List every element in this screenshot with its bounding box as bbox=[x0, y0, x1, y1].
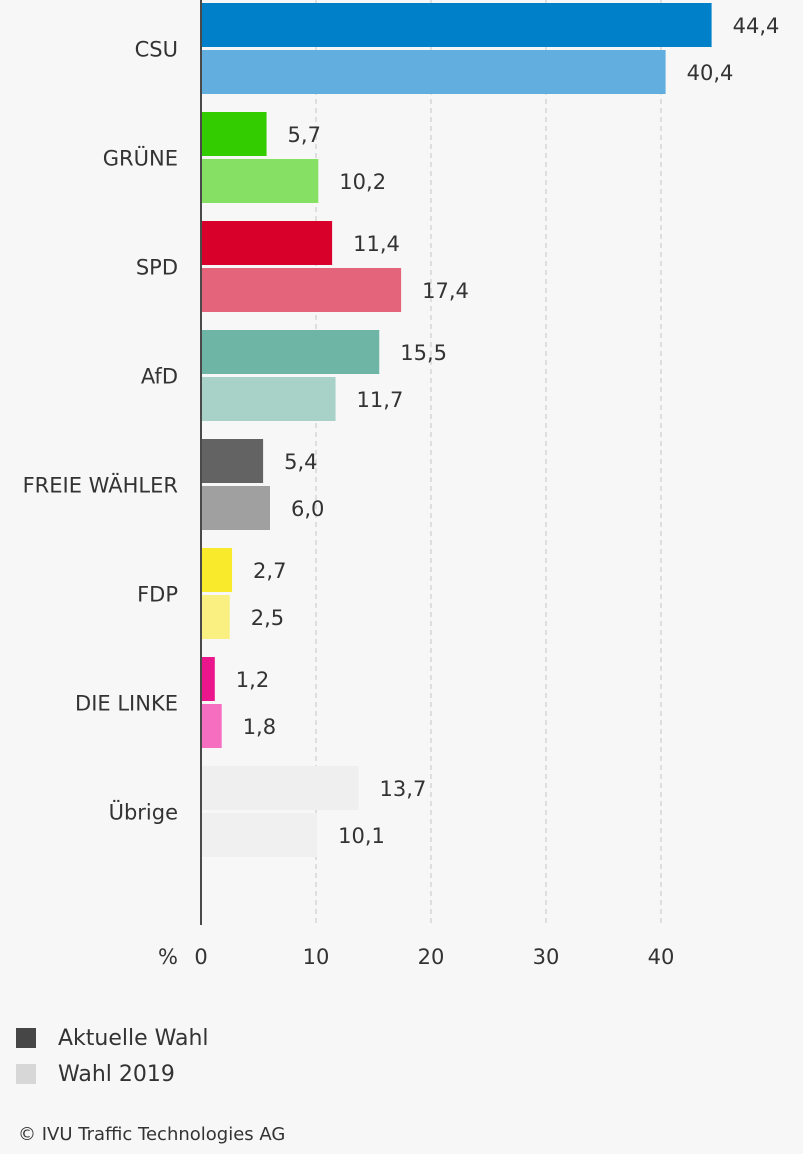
bar-afd-2019 bbox=[201, 377, 336, 421]
value-label-spd-2019: 17,4 bbox=[422, 279, 469, 303]
category-label-freie-wähler: FREIE WÄHLER bbox=[23, 473, 178, 498]
bar-csu-current bbox=[201, 3, 712, 47]
category-label-fdp: FDP bbox=[137, 583, 178, 607]
legend-swatch-2019 bbox=[16, 1064, 36, 1084]
bar-die-linke-current bbox=[201, 657, 215, 701]
legend-label-current: Aktuelle Wahl bbox=[58, 1025, 209, 1051]
value-label-die-linke-current: 1,2 bbox=[236, 668, 269, 692]
bar-grüne-2019 bbox=[201, 159, 319, 203]
value-label-übrige-2019: 10,1 bbox=[338, 824, 385, 848]
tick-label-10: 10 bbox=[303, 945, 330, 969]
legend: Aktuelle Wahl Wahl 2019 bbox=[16, 1020, 209, 1092]
value-label-freie-wähler-current: 5,4 bbox=[284, 450, 317, 474]
legend-item-current[interactable]: Aktuelle Wahl bbox=[16, 1020, 209, 1056]
category-label-csu: CSU bbox=[135, 38, 178, 62]
bar-chart: 44,4 40,4 CSU 5,7 10,2 GRÜNE 11,4 17,4 SPD 15,5 11… bbox=[23, 0, 780, 969]
value-label-csu-current: 44,4 bbox=[733, 14, 780, 38]
bar-übrige-current bbox=[201, 766, 359, 810]
axis-unit-label: % bbox=[158, 945, 178, 969]
value-label-fdp-2019: 2,5 bbox=[251, 606, 284, 630]
legend-label-2019: Wahl 2019 bbox=[58, 1061, 175, 1087]
category-label-übrige: Übrige bbox=[109, 800, 178, 825]
bar-spd-current bbox=[201, 221, 333, 265]
tick-label-20: 20 bbox=[418, 945, 445, 969]
category-label-spd: SPD bbox=[136, 256, 178, 280]
bar-freie-wähler-current bbox=[201, 439, 264, 483]
value-label-afd-2019: 11,7 bbox=[357, 388, 404, 412]
bar-spd-2019 bbox=[201, 268, 402, 312]
bar-die-linke-2019 bbox=[201, 704, 222, 748]
value-label-grüne-current: 5,7 bbox=[288, 123, 321, 147]
bar-afd-current bbox=[201, 330, 380, 374]
bar-freie-wähler-2019 bbox=[201, 486, 270, 530]
value-label-grüne-2019: 10,2 bbox=[339, 170, 386, 194]
bar-fdp-2019 bbox=[201, 595, 230, 639]
value-label-fdp-current: 2,7 bbox=[253, 559, 286, 583]
bar-csu-2019 bbox=[201, 50, 666, 94]
value-label-freie-wähler-2019: 6,0 bbox=[291, 497, 324, 521]
bars bbox=[201, 3, 712, 857]
labels: 44,4 40,4 CSU 5,7 10,2 GRÜNE 11,4 17,4 SPD 15,5 11… bbox=[23, 0, 780, 969]
category-label-die-linke: DIE LINKE bbox=[75, 692, 178, 716]
category-label-afd: AfD bbox=[141, 365, 178, 389]
value-label-afd-current: 15,5 bbox=[400, 341, 447, 365]
value-label-übrige-current: 13,7 bbox=[380, 777, 427, 801]
grid-lines bbox=[315, 0, 662, 925]
value-label-die-linke-2019: 1,8 bbox=[243, 715, 276, 739]
category-label-grüne: GRÜNE bbox=[103, 146, 178, 171]
bar-grüne-current bbox=[201, 112, 267, 156]
tick-label-30: 30 bbox=[533, 945, 560, 969]
legend-swatch-current bbox=[16, 1028, 36, 1048]
bar-übrige-2019 bbox=[201, 813, 318, 857]
source-credit: © IVU Traffic Technologies AG bbox=[18, 1124, 286, 1145]
value-label-spd-current: 11,4 bbox=[353, 232, 400, 256]
value-label-csu-2019: 40,4 bbox=[687, 61, 734, 85]
tick-label-0: 0 bbox=[194, 945, 207, 969]
tick-label-40: 40 bbox=[648, 945, 675, 969]
legend-item-2019[interactable]: Wahl 2019 bbox=[16, 1056, 209, 1092]
bar-fdp-current bbox=[201, 548, 233, 592]
